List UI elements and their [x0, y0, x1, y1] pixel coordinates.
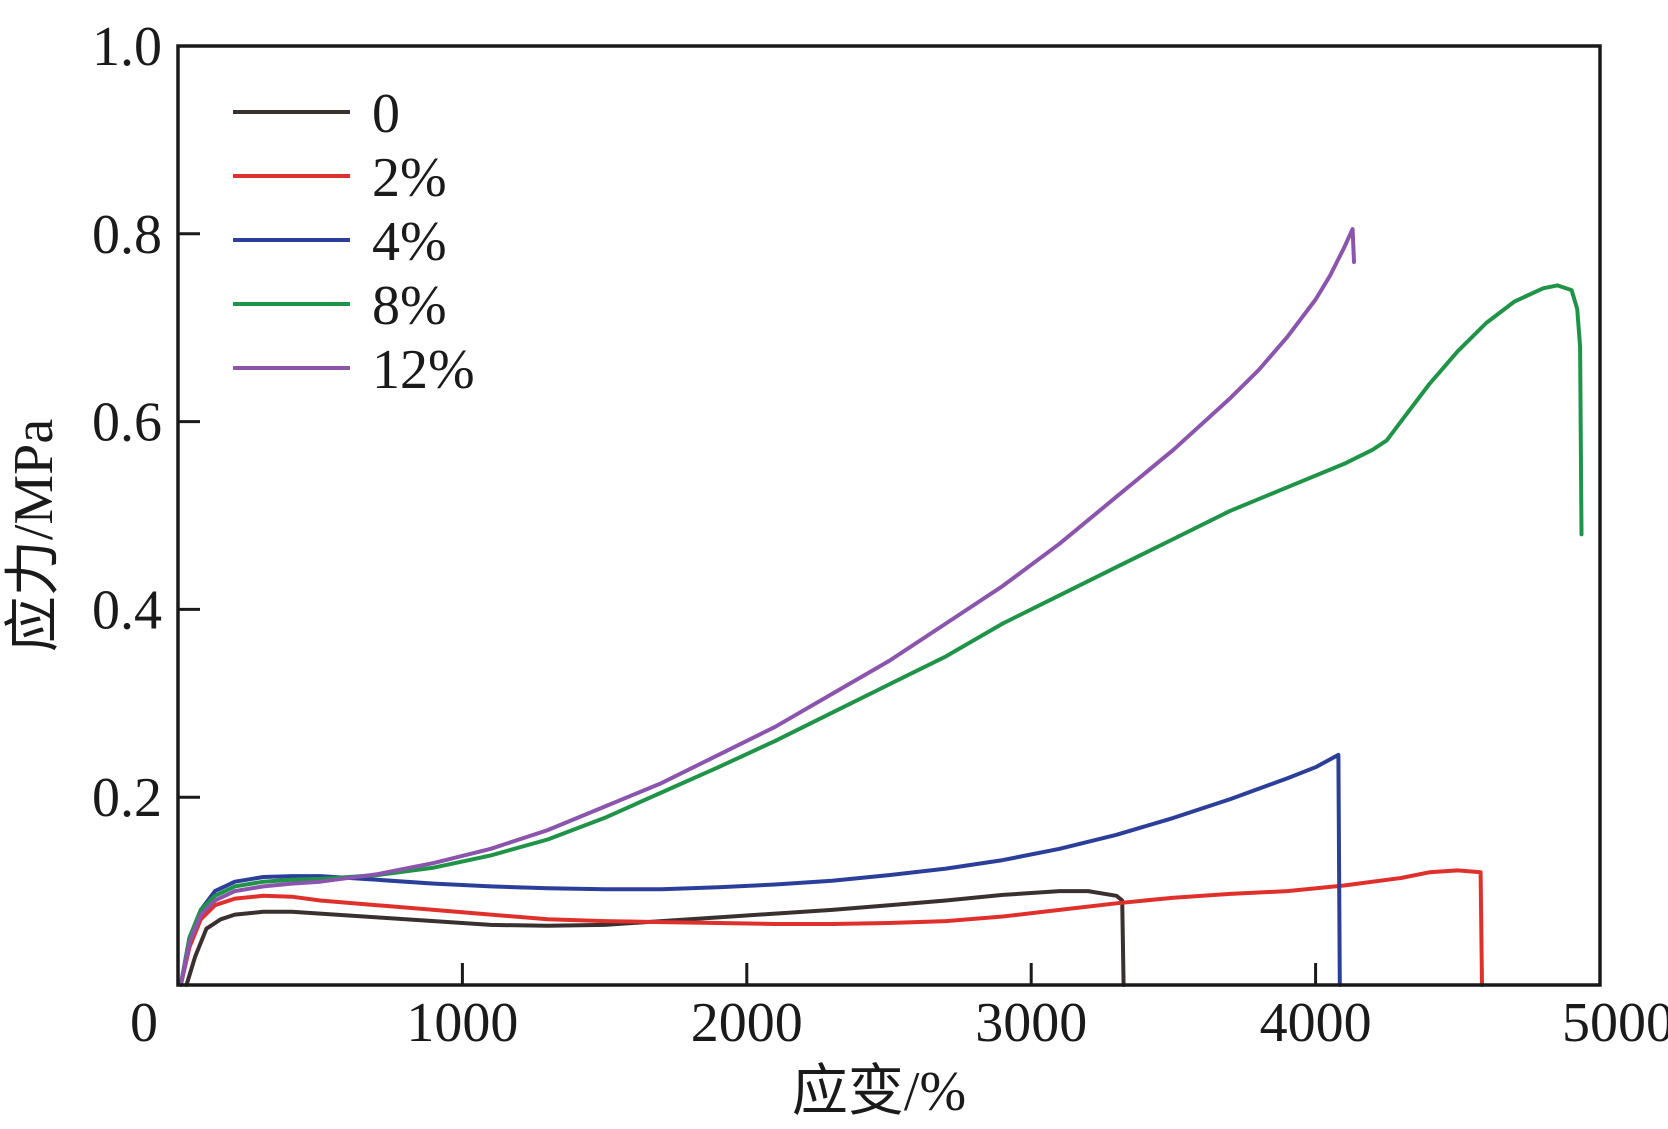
y-tick-label: 0.8: [92, 204, 162, 266]
series-line-0: [184, 889, 1126, 987]
series-line-8pct: [178, 283, 1584, 987]
y-axis-title: 应力/MPa: [3, 419, 65, 652]
y-tick-label: 0.6: [92, 392, 162, 454]
y-tick-label: 0.2: [92, 767, 162, 829]
legend-label: 8%: [372, 275, 447, 337]
series-line-2pct: [178, 868, 1484, 987]
series-line-12pct: [178, 227, 1356, 987]
legend-label: 12%: [372, 339, 475, 401]
plot-frame: [176, 44, 1602, 987]
legend-label: 2%: [372, 147, 447, 209]
x-tick-label: 2000: [691, 992, 803, 1054]
legend: 02%4%8%12%: [233, 83, 475, 401]
y-tick-label: 1.0: [92, 16, 162, 78]
legend-label: 4%: [372, 211, 447, 273]
y-tick-label: 0.4: [92, 579, 162, 641]
x-tick-label: 0: [130, 992, 158, 1054]
axes: 0 1000 2000 3000 4000 5000 0.2 0.4 0.6 0.8 1.0: [92, 16, 1668, 1054]
series-lines: [178, 227, 1584, 987]
legend-label: 0: [372, 83, 400, 145]
series-line-4pct: [178, 752, 1342, 987]
x-tick-label: 1000: [406, 992, 518, 1054]
x-axis-title: 应变/%: [792, 1061, 966, 1123]
x-tick-label: 3000: [975, 992, 1087, 1054]
x-tick-label: 5000: [1562, 992, 1668, 1054]
x-tick-label: 4000: [1260, 992, 1372, 1054]
